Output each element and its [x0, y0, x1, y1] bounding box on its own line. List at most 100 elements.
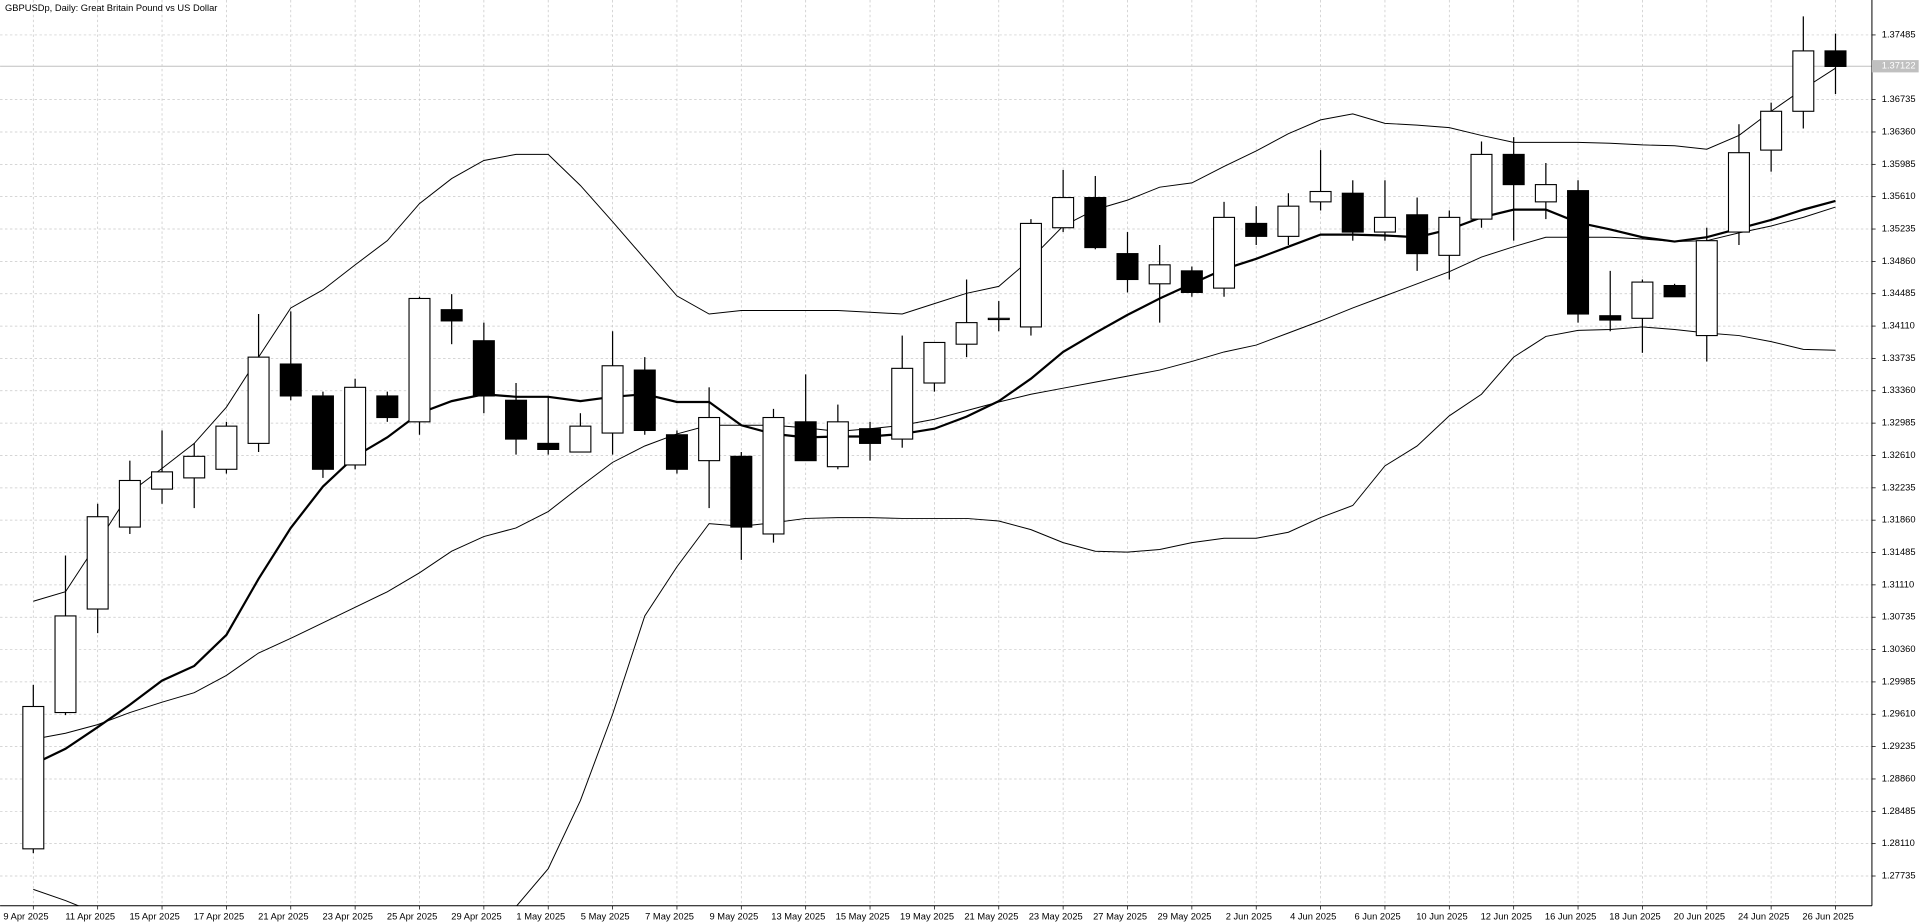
candle-body	[826, 421, 849, 468]
candle-body	[633, 369, 656, 432]
candle-body	[215, 425, 238, 470]
x-tick-label: 20 Jun 2025	[1674, 911, 1725, 921]
y-tick-label: 1.33735	[1882, 353, 1916, 363]
x-tick-label: 29 Apr 2025	[451, 911, 501, 921]
x-tick-label: 6 Jun 2025	[1354, 911, 1400, 921]
x-tick-label: 9 Apr 2025	[3, 911, 48, 921]
candle-body	[344, 386, 367, 466]
candle-body	[1760, 110, 1783, 151]
x-tick-label: 18 Jun 2025	[1609, 911, 1660, 921]
x-tick-label: 16 Jun 2025	[1545, 911, 1596, 921]
candles	[22, 16, 1847, 854]
x-tick-label: 24 Jun 2025	[1738, 911, 1789, 921]
candle-body	[1438, 216, 1461, 256]
candle-body	[762, 416, 785, 535]
candle-body	[1631, 281, 1654, 319]
y-tick-label: 1.37485	[1882, 29, 1916, 39]
candle-body	[1341, 192, 1364, 233]
y-tick-label: 1.35235	[1882, 223, 1916, 233]
x-tick-label: 17 Apr 2025	[194, 911, 244, 921]
candle-body	[1470, 153, 1493, 220]
candle-body	[537, 442, 560, 450]
y-tick-label: 1.32235	[1882, 482, 1916, 492]
candle-body	[859, 428, 882, 444]
x-tick-label: 1 May 2025	[516, 911, 565, 921]
candle-body	[1084, 196, 1107, 249]
candle-body	[955, 322, 978, 345]
candle-body	[923, 341, 946, 384]
candle-body	[440, 309, 463, 322]
y-tick-label: 1.29610	[1882, 709, 1916, 719]
x-tick-label: 10 Jun 2025	[1416, 911, 1467, 921]
candle-body	[472, 340, 495, 397]
y-tick-label: 1.27735	[1882, 870, 1916, 880]
x-tick-label: 21 May 2025	[964, 911, 1018, 921]
y-tick-label: 1.28110	[1882, 838, 1915, 848]
candle-body	[376, 395, 399, 419]
candle-body	[1309, 190, 1332, 203]
candle-body	[1148, 264, 1171, 285]
x-tick-label: 25 Apr 2025	[387, 911, 437, 921]
y-tick-label: 1.32610	[1882, 450, 1916, 460]
candle-body	[698, 416, 721, 462]
x-tick-label: 2 Jun 2025	[1226, 911, 1272, 921]
candle-body	[86, 516, 109, 610]
candle-body	[1502, 153, 1525, 186]
x-tick-label: 15 Apr 2025	[129, 911, 179, 921]
indicator-line	[33, 67, 1836, 602]
x-tick-label: 4 Jun 2025	[1290, 911, 1336, 921]
y-tick-label: 1.28485	[1882, 806, 1916, 816]
candle-body	[183, 455, 206, 479]
x-tick-label: 26 Jun 2025	[1802, 911, 1853, 921]
candle-body	[794, 421, 817, 462]
candle-body	[408, 297, 431, 423]
y-tick-label: 1.36360	[1882, 126, 1916, 136]
y-tick-label: 1.33360	[1882, 385, 1916, 395]
candle-body	[1245, 222, 1268, 237]
x-tick-label: 19 May 2025	[900, 911, 954, 921]
y-tick-label: 1.31110	[1882, 579, 1914, 589]
indicator-line	[32, 199, 1836, 766]
y-tick-label: 1.30735	[1882, 612, 1916, 622]
candle-body	[505, 399, 528, 440]
y-tick-label: 1.34860	[1882, 256, 1916, 266]
y-tick-label: 1.34485	[1882, 288, 1916, 298]
candle-body	[279, 363, 302, 397]
y-tick-label: 1.31485	[1882, 547, 1916, 557]
candle-body	[1180, 270, 1203, 293]
candle-body	[247, 356, 270, 444]
candle-body	[891, 367, 914, 440]
candle-body	[1727, 152, 1750, 233]
x-tick-label: 12 Jun 2025	[1481, 911, 1532, 921]
candle-body	[1663, 284, 1686, 298]
y-tick-label: 1.30360	[1882, 644, 1916, 654]
grid	[0, 0, 1872, 906]
y-tick-label: 1.29985	[1882, 676, 1916, 686]
candle-body	[569, 425, 592, 453]
candle-body	[311, 395, 334, 470]
candle-body	[601, 365, 624, 434]
candle-body	[1019, 222, 1042, 328]
candle-body	[1824, 50, 1847, 67]
candle-body	[151, 471, 174, 490]
last-price-label: 1.37122	[1882, 61, 1916, 71]
candle-body	[1599, 315, 1622, 321]
x-tick-label: 23 May 2025	[1029, 911, 1083, 921]
x-tick-label: 9 May 2025	[710, 911, 759, 921]
y-tick-label: 1.31860	[1882, 515, 1916, 525]
candle-body	[1373, 216, 1396, 233]
y-tick-label: 1.29235	[1882, 741, 1916, 751]
candle-body	[22, 705, 45, 850]
candle-body	[665, 434, 688, 470]
candle-body	[1277, 205, 1300, 237]
y-tick-label: 1.28860	[1882, 773, 1916, 783]
indicator-line	[33, 206, 1836, 740]
candle-body	[1116, 253, 1139, 281]
y-tick-label: 1.35610	[1882, 191, 1916, 201]
candle-body	[1213, 216, 1236, 289]
candle-body	[987, 317, 1010, 321]
candle-body	[1052, 196, 1075, 229]
chart-title: GBPUSDp, Daily: Great Britain Pound vs U…	[5, 3, 217, 13]
